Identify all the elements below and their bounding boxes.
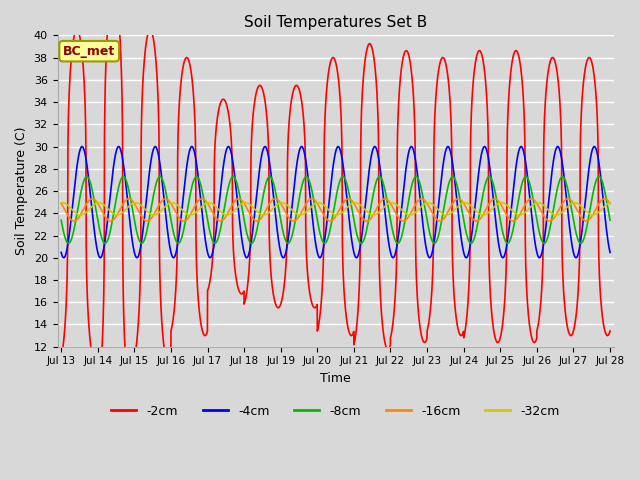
-16cm — [116, 207, 124, 213]
-32cm — [242, 200, 250, 205]
-4cm — [242, 254, 250, 260]
-32cm — [482, 212, 490, 217]
Line: -32cm: -32cm — [61, 203, 610, 215]
-4cm — [116, 144, 124, 150]
-32cm — [438, 210, 445, 216]
-8cm — [124, 182, 131, 188]
-16cm — [438, 217, 445, 223]
-4cm — [60, 255, 68, 261]
-4cm — [58, 250, 65, 255]
-32cm — [606, 200, 614, 206]
-4cm — [482, 144, 490, 150]
-8cm — [482, 180, 490, 186]
-32cm — [58, 200, 66, 205]
-32cm — [58, 200, 65, 206]
-8cm — [116, 180, 124, 186]
-2cm — [128, 402, 136, 408]
-16cm — [70, 218, 78, 224]
Y-axis label: Soil Temperature (C): Soil Temperature (C) — [15, 127, 28, 255]
-4cm — [78, 144, 86, 149]
-32cm — [116, 212, 124, 217]
-2cm — [606, 328, 614, 334]
-2cm — [482, 80, 490, 85]
-16cm — [323, 216, 330, 221]
-8cm — [606, 217, 614, 223]
-4cm — [124, 198, 131, 204]
Line: -2cm: -2cm — [61, 0, 610, 405]
-8cm — [83, 174, 91, 180]
-2cm — [58, 355, 65, 361]
-8cm — [65, 240, 72, 246]
X-axis label: Time: Time — [320, 372, 351, 385]
-16cm — [482, 207, 490, 213]
-16cm — [124, 196, 131, 202]
-8cm — [323, 239, 330, 245]
-32cm — [323, 204, 330, 210]
Legend: -2cm, -4cm, -8cm, -16cm, -32cm: -2cm, -4cm, -8cm, -16cm, -32cm — [106, 400, 565, 423]
-4cm — [606, 250, 614, 255]
Text: BC_met: BC_met — [63, 45, 115, 58]
-2cm — [116, 26, 124, 32]
-32cm — [77, 212, 84, 218]
-16cm — [606, 201, 614, 206]
-2cm — [323, 93, 330, 98]
-2cm — [124, 382, 131, 388]
Title: Soil Temperatures Set B: Soil Temperatures Set B — [244, 15, 428, 30]
-16cm — [58, 201, 65, 206]
-4cm — [438, 172, 445, 178]
Line: -8cm: -8cm — [61, 177, 610, 243]
-32cm — [124, 204, 131, 210]
-2cm — [242, 295, 250, 301]
-8cm — [438, 217, 445, 223]
-4cm — [323, 225, 330, 231]
Line: -16cm: -16cm — [61, 199, 610, 221]
-16cm — [242, 203, 250, 209]
-16cm — [88, 196, 96, 202]
Line: -4cm: -4cm — [61, 146, 610, 258]
-8cm — [58, 217, 65, 223]
-2cm — [438, 55, 445, 61]
-8cm — [242, 225, 250, 231]
